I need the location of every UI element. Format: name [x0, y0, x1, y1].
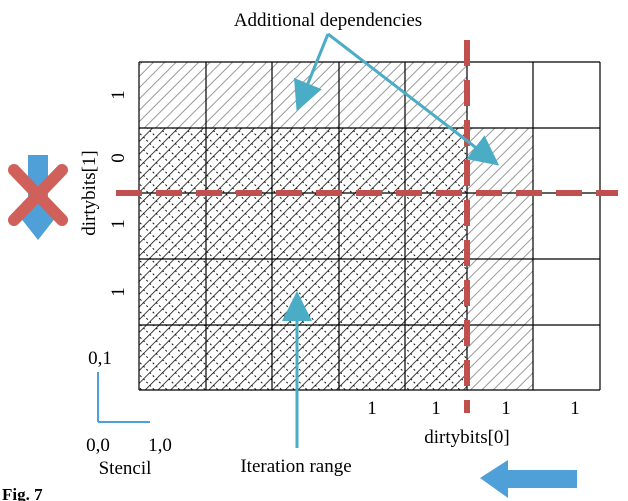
grid-cell [139, 193, 206, 259]
grid-cell [467, 193, 533, 259]
x-tick-label: 1 [431, 398, 441, 419]
grid-cell [206, 128, 272, 193]
grid-cell [467, 128, 533, 193]
grid-cell [339, 259, 405, 325]
grid-cell [272, 128, 339, 193]
y-axis-label: dirtybits[1] [79, 150, 100, 236]
grid-cell [339, 62, 405, 128]
x-tick-label: 1 [367, 398, 377, 419]
cross-icon-stroke-b [8, 164, 68, 226]
x-axis-label: dirtybits[0] [424, 427, 510, 448]
grid-cell [272, 193, 339, 259]
caption-prefix: Fig. 7 [2, 485, 43, 501]
grid-cell [272, 325, 339, 390]
grid-cell [339, 193, 405, 259]
iteration-range-label: Iteration range [240, 456, 351, 477]
grid-cell [206, 325, 272, 390]
grid-cell [467, 259, 533, 325]
grid-cell [206, 193, 272, 259]
dependency-leader-line-right [327, 32, 500, 166]
grid-cell [405, 259, 467, 325]
grid-cell [339, 325, 405, 390]
dependency-leader-line-left [293, 33, 330, 112]
left-arrow-icon [480, 460, 577, 498]
grid-cell [206, 259, 272, 325]
y-tick-label: 1 [108, 287, 129, 297]
stencil-origin: 0,0 [86, 435, 110, 456]
grid-cell [206, 62, 272, 128]
y-tick-labels: 1 0 1 1 [108, 90, 129, 297]
grid-cell [139, 62, 206, 128]
x-tick-labels: 1 1 1 1 [367, 398, 580, 419]
grid-cell [533, 193, 600, 259]
grid-cell [139, 128, 206, 193]
grid-cell [405, 325, 467, 390]
grid-cell [139, 259, 206, 325]
stencil-y-point: 0,1 [88, 348, 112, 369]
stencil-x-point: 1,0 [148, 435, 172, 456]
grid-cell [467, 62, 533, 128]
y-tick-label: 1 [108, 219, 129, 229]
stencil-legend: 0,1 0,0 1,0 Stencil [86, 348, 172, 479]
stencil-label: Stencil [99, 458, 152, 479]
x-tick-label: 1 [501, 398, 511, 419]
grid-cell [139, 325, 206, 390]
grid-cell [533, 259, 600, 325]
grid-cell [533, 62, 600, 128]
blocked-down-arrow [8, 155, 68, 240]
grid-cell [533, 128, 600, 193]
x-tick-label: 1 [570, 398, 580, 419]
iteration-grid [139, 62, 600, 390]
grid-cell [533, 325, 600, 390]
y-tick-label: 1 [108, 90, 129, 100]
grid-cell [405, 193, 467, 259]
additional-dependencies-label: Additional dependencies [234, 10, 422, 31]
y-tick-label: 0 [108, 153, 129, 163]
grid-cell [339, 128, 405, 193]
grid-cell [272, 259, 339, 325]
grid-cell [467, 325, 533, 390]
grid-cell [405, 128, 467, 193]
grid-cell [272, 62, 339, 128]
